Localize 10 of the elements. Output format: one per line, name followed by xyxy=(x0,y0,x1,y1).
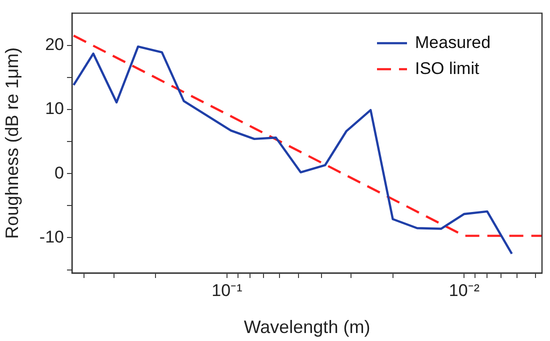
legend-label: ISO limit xyxy=(415,58,480,78)
x-tick-label: 10⁻¹ xyxy=(212,280,243,300)
y-tick-label: 0 xyxy=(54,163,64,182)
x-tick-label: 10⁻² xyxy=(448,280,480,300)
y-tick-label: -10 xyxy=(39,227,64,246)
y-tick-label: 10 xyxy=(45,99,64,118)
legend-label: Measured xyxy=(415,32,491,52)
x-axis-title: Wavelength (m) xyxy=(244,317,370,338)
y-axis-title: Roughness (dB re 1μm) xyxy=(2,47,22,239)
y-tick-label: 20 xyxy=(45,34,64,54)
